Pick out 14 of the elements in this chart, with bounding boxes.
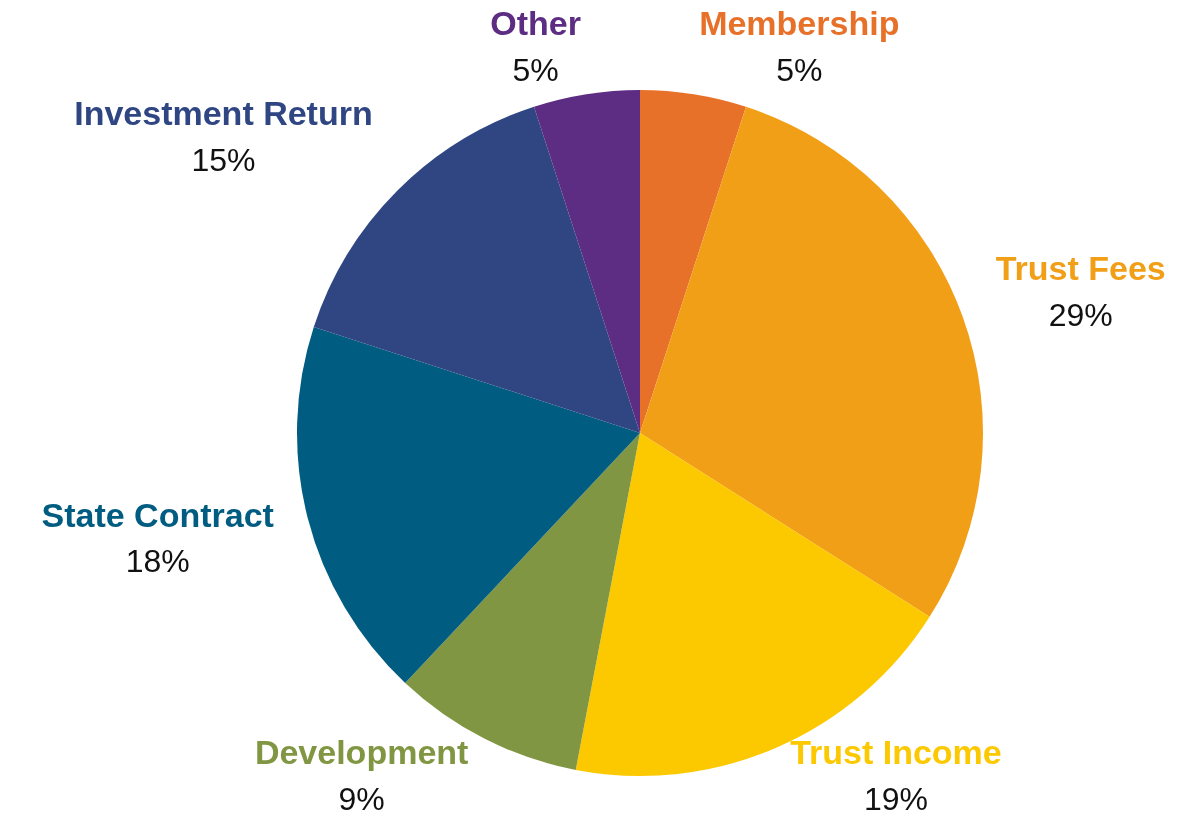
slice-label: Other — [490, 4, 581, 43]
slice-label: Trust Income — [790, 733, 1002, 772]
slice-label: Investment Return — [74, 94, 373, 133]
data-label: 9% — [338, 780, 385, 817]
data-label: 5% — [776, 51, 823, 88]
data-label: 18% — [125, 543, 190, 580]
data-label: 29% — [1048, 296, 1113, 333]
data-label: 15% — [191, 141, 256, 178]
data-label: 19% — [863, 780, 928, 817]
slice-label: Development — [254, 733, 469, 772]
slice-label: Membership — [699, 4, 900, 43]
slice-label: State Contract — [41, 495, 274, 534]
slice-label: Trust Fees — [995, 249, 1166, 288]
data-label: 5% — [512, 51, 559, 88]
